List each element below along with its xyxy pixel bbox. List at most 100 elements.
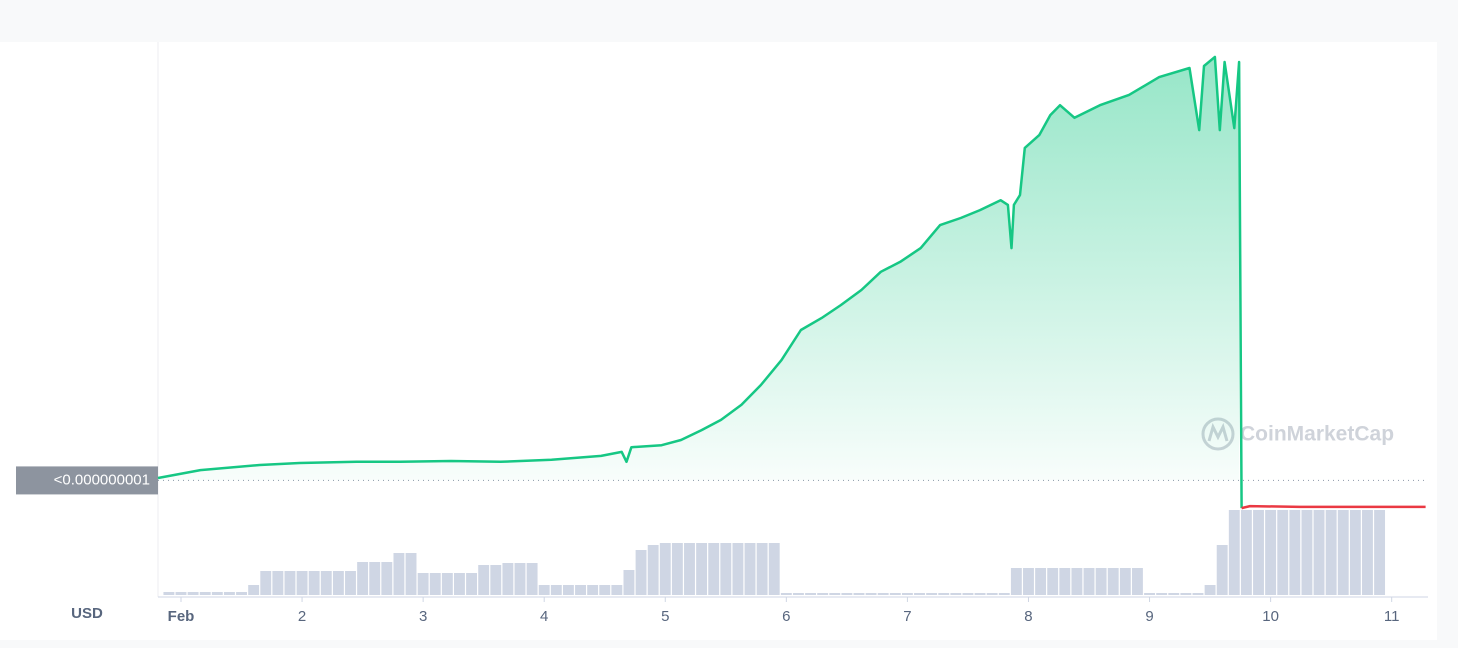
price-line	[1241, 504, 1426, 510]
volume-bar	[1156, 593, 1168, 595]
x-tick-label: Feb	[168, 608, 195, 625]
x-tick-label: 6	[782, 608, 790, 625]
volume-bar	[768, 543, 780, 595]
x-tick-label: 4	[540, 608, 548, 625]
volume-bar	[1192, 593, 1204, 595]
volume-bar	[187, 592, 199, 595]
volume-bar	[308, 571, 320, 595]
volume-bar	[296, 571, 308, 595]
volume-bar	[1023, 568, 1034, 595]
volume-bar	[1325, 510, 1337, 595]
volume-bar	[1071, 568, 1083, 595]
volume-bar	[587, 585, 599, 595]
watermark-text: CoinMarketCap	[1240, 423, 1394, 446]
volume-bar	[950, 593, 962, 595]
x-tick-label: 3	[419, 608, 427, 625]
volume-bar	[986, 593, 998, 595]
volume-bar	[454, 573, 465, 595]
volume-bar	[926, 593, 938, 595]
volume-bar	[345, 571, 356, 595]
y-tick-label: <0.000000001	[54, 471, 150, 488]
volume-bar	[1289, 510, 1301, 595]
volume-bar	[1240, 510, 1252, 595]
volume-bar	[526, 563, 538, 595]
volume-bar	[490, 565, 502, 595]
volume-bar	[998, 593, 1010, 595]
y-tick-label-box	[16, 466, 158, 495]
volume-bar	[780, 593, 792, 595]
volume-bar	[1095, 568, 1107, 595]
volume-bar	[1107, 568, 1119, 595]
price-line	[157, 55, 1243, 509]
volume-bar	[381, 562, 393, 595]
volume-bar	[1228, 510, 1240, 595]
volume-bar	[1277, 510, 1289, 595]
volume-bar	[1349, 510, 1361, 595]
volume-bar	[635, 550, 647, 595]
volume-bar	[357, 562, 369, 595]
volume-bar	[659, 543, 671, 595]
volume-bar	[1144, 593, 1155, 595]
volume-bar	[417, 573, 429, 595]
volume-bar	[575, 585, 586, 595]
volume-bar	[332, 571, 344, 595]
volume-bar	[1035, 568, 1047, 595]
volume-bar	[865, 593, 877, 595]
volume-bar	[1301, 510, 1313, 595]
volume-bar	[211, 592, 223, 595]
volume-bar	[611, 585, 623, 595]
volume-bar	[1362, 510, 1373, 595]
price-area	[158, 56, 1240, 481]
volume-bar	[1374, 510, 1386, 595]
volume-bar	[817, 593, 829, 595]
volume-bar	[1131, 568, 1143, 595]
volume-bar	[175, 592, 187, 595]
x-tick-label: 8	[1024, 608, 1032, 625]
volume-bar	[1059, 568, 1071, 595]
volume-bar	[901, 593, 913, 595]
volume-bar	[914, 593, 925, 595]
volume-bar	[974, 593, 986, 595]
volume-bar	[1204, 585, 1216, 595]
volume-bar	[1010, 568, 1022, 595]
volume-bar	[441, 573, 453, 595]
volume-bar	[1216, 545, 1228, 595]
volume-bar	[369, 562, 381, 595]
volume-bar	[1168, 593, 1180, 595]
volume-bar	[793, 593, 804, 595]
volume-bar	[466, 573, 478, 595]
volume-bar	[163, 592, 175, 595]
volume-bar	[732, 543, 744, 595]
volume-bar	[502, 563, 514, 595]
volume-bar	[877, 593, 889, 595]
volume-bar	[671, 543, 683, 595]
x-tick-label: 11	[1384, 608, 1400, 625]
volume-bar	[538, 585, 550, 595]
volume-bar	[260, 571, 272, 595]
x-tick-label: 7	[903, 608, 911, 625]
volume-bar	[393, 553, 405, 595]
volume-bar	[405, 553, 417, 595]
volume-bar	[320, 571, 332, 595]
volume-bar	[272, 571, 284, 595]
volume-bar	[514, 563, 526, 595]
volume-bar	[756, 543, 768, 595]
volume-bar	[1313, 510, 1325, 595]
volume-bar	[429, 573, 441, 595]
volume-bar	[248, 585, 260, 595]
volume-bar	[696, 543, 708, 595]
volume-bar	[478, 565, 490, 595]
volume-bar	[841, 593, 853, 595]
x-tick-label: 5	[661, 608, 669, 625]
volume-bar	[684, 543, 695, 595]
volume-bar	[199, 592, 211, 595]
volume-bar	[623, 570, 635, 595]
volume-bar	[938, 593, 950, 595]
x-tick-label: 9	[1145, 608, 1153, 625]
x-tick-label: 2	[298, 608, 306, 625]
volume-bar	[1047, 568, 1059, 595]
volume-bar	[962, 593, 974, 595]
volume-bar	[1119, 568, 1131, 595]
